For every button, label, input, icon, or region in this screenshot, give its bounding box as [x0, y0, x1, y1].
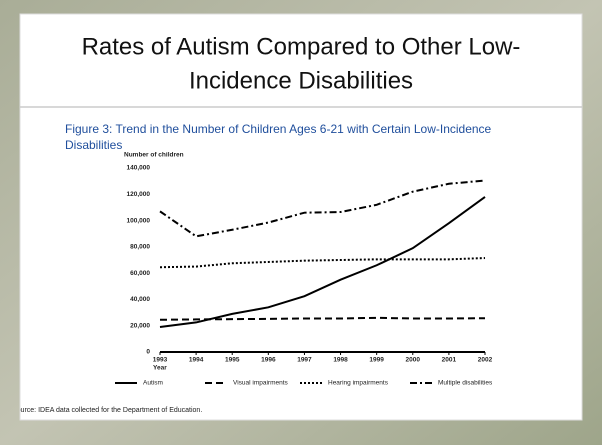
series-line — [159, 316, 486, 321]
y-tick-label: 60,000 — [130, 270, 150, 277]
series-line — [159, 179, 486, 238]
legend-label: Multiple disabilities — [438, 380, 493, 387]
x-tick-label: 1996 — [261, 357, 276, 364]
x-tick-label: 2002 — [478, 357, 493, 364]
y-tick-label: 120,000 — [127, 191, 151, 198]
x-tick-label: 1993 — [153, 357, 168, 364]
figure-title: Figure 3: Trend in the Number of Childre… — [65, 122, 492, 136]
y-tick-label: 80,000 — [130, 244, 150, 251]
footer: Source: IDEA data collected for the Depa… — [12, 407, 202, 414]
legend-label: Hearing impairments — [328, 380, 389, 387]
figure-title: Disabilities — [65, 138, 122, 152]
x-tick-label: 1997 — [297, 357, 312, 364]
source-note: Source: IDEA data collected for the Depa… — [12, 407, 202, 414]
series-line — [159, 196, 486, 329]
x-tick-label: 1994 — [189, 357, 204, 364]
y-tick-label: 40,000 — [130, 296, 150, 303]
x-tick-label: 2001 — [442, 357, 457, 364]
y-tick-label: 100,000 — [127, 217, 151, 224]
x-tick-label: 1998 — [333, 357, 348, 364]
x-tick-label: 1999 — [369, 357, 384, 364]
x-tick-label: 1995 — [225, 357, 240, 364]
slide-title: Incidence Disabilities — [189, 67, 413, 94]
y-tick-label: 0 — [146, 349, 150, 356]
y-tick-label: 140,000 — [127, 165, 151, 172]
x-tick-label: 2000 — [406, 357, 421, 364]
y-tick-label: 20,000 — [130, 322, 150, 329]
y-axis-label: Number of children — [124, 152, 184, 159]
legend-label: Autism — [143, 380, 163, 387]
legend-label: Visual impairments — [233, 380, 289, 387]
slide-title: Rates of Autism Compared to Other Low- — [82, 33, 521, 60]
x-axis-label: Year — [153, 365, 167, 372]
